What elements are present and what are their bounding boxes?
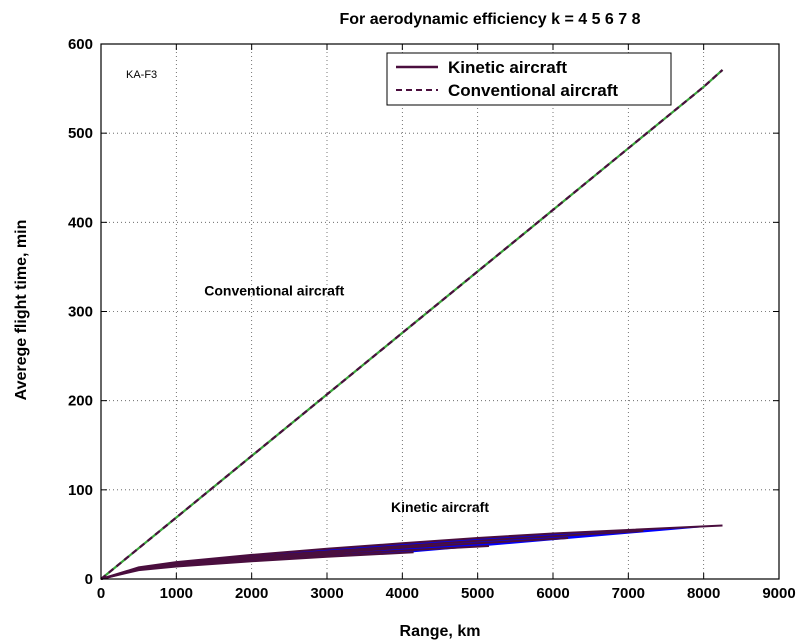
y-axis-label: Averege flight time, min	[13, 220, 30, 401]
inset-label: KA-F3	[126, 69, 157, 81]
tick-labels: 0 1000 2000 3000 4000 5000 6000 7000 8000 9000 0 10…	[68, 36, 796, 602]
x-tick-label: 0	[97, 585, 105, 602]
x-tick-label: 3000	[310, 585, 343, 602]
x-tick-label: 8000	[687, 585, 720, 602]
legend: Kinetic aircraft Conventional aircraft	[386, 52, 672, 106]
x-tick-label: 9000	[762, 585, 795, 602]
y-tick-label: 300	[68, 304, 93, 321]
grid	[101, 44, 779, 579]
y-tick-label: 600	[68, 36, 93, 53]
annotation-conventional: Conventional aircraft	[204, 282, 344, 298]
x-tick-label: 5000	[461, 585, 494, 602]
annotation-kinetic: Kinetic aircraft	[391, 499, 489, 515]
axes	[100, 43, 780, 580]
x-tick-label: 6000	[536, 585, 569, 602]
x-tick-label: 7000	[612, 585, 645, 602]
y-tick-label: 500	[68, 125, 93, 142]
x-tick-label: 2000	[235, 585, 268, 602]
x-tick-label: 1000	[160, 585, 193, 602]
conventional-line	[100, 69, 724, 580]
x-axis-label: Range, km	[400, 623, 481, 640]
kinetic-curve-k7	[100, 529, 644, 580]
chart-title: For aerodynamic efficiency k = 4 5 6 7 8	[339, 11, 640, 28]
y-tick-label: 200	[68, 393, 93, 410]
data-layer	[100, 69, 724, 580]
y-tick-label: 100	[68, 482, 93, 499]
legend-label-kinetic: Kinetic aircraft	[448, 58, 567, 77]
x-tick-label: 4000	[386, 585, 419, 602]
y-tick-label: 0	[85, 571, 93, 588]
kinetic-curve-k8	[100, 524, 723, 580]
y-tick-label: 400	[68, 214, 93, 231]
legend-label-conventional: Conventional aircraft	[448, 81, 618, 100]
legend-box	[386, 52, 672, 106]
